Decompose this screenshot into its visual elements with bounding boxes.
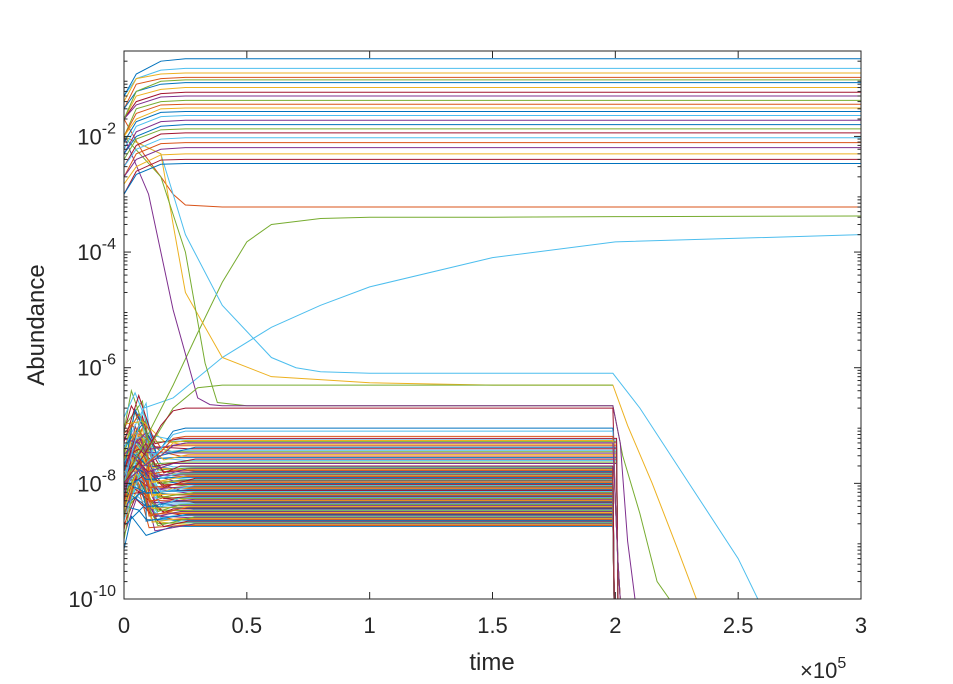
series-line-19 xyxy=(124,95,861,120)
x-tick-label-1: 0.5 xyxy=(232,613,263,638)
series-line-0 xyxy=(124,234,861,484)
axes-layer: 0 0.5 1 1.5 2 2.5 3 10-10 10-8 10-6 10-4 10-2 xyxy=(68,50,867,638)
series-line-24 xyxy=(124,115,861,150)
y-tick-label-1: 10-8 xyxy=(77,467,116,496)
x-tick-label-2: 1 xyxy=(364,613,376,638)
y-axis-label: Abundance xyxy=(23,264,50,385)
x-tick-label-0: 0 xyxy=(118,613,130,638)
x-tick-label-4: 2 xyxy=(609,613,621,638)
series-line-7 xyxy=(124,384,613,484)
series-line-6 xyxy=(124,136,636,599)
series-line-20 xyxy=(124,99,861,137)
labels-layer: time Abundance ×105 xyxy=(23,264,846,683)
series-line-32 xyxy=(124,153,861,185)
y-tick-label-3: 10-4 xyxy=(77,236,116,265)
series-line-29 xyxy=(124,137,861,167)
series-line-4 xyxy=(124,135,697,599)
series-layer xyxy=(124,58,861,599)
x-tick-label-3: 1.5 xyxy=(477,613,508,638)
series-line-28 xyxy=(124,132,861,167)
series-line-25 xyxy=(124,119,861,155)
series-line-23 xyxy=(124,110,861,143)
series-line-15 xyxy=(124,76,861,110)
y-tick-label-2: 10-6 xyxy=(77,352,116,381)
series-line-1 xyxy=(124,215,861,484)
series-line-16 xyxy=(124,82,861,110)
series-line-22 xyxy=(124,107,861,137)
series-line-30 xyxy=(124,142,861,178)
series-line-36 xyxy=(124,58,861,97)
x-tick-label-5: 2.5 xyxy=(723,613,754,638)
series-line-13 xyxy=(124,442,621,599)
series-line-26 xyxy=(124,124,861,155)
y-tick-label-4: 10-2 xyxy=(77,120,116,149)
series-line-33 xyxy=(124,158,861,195)
series-line-27 xyxy=(124,128,861,160)
series-line-18 xyxy=(124,91,861,120)
series-line-34 xyxy=(124,163,861,195)
series-line-17 xyxy=(124,87,861,120)
series-line-3 xyxy=(124,135,759,599)
series-line-37 xyxy=(124,72,861,102)
x-tick-label-6: 3 xyxy=(855,613,867,638)
series-line-35 xyxy=(124,79,861,120)
series-line-2 xyxy=(124,118,861,208)
x-axis-label: time xyxy=(469,649,514,676)
band-0-line-69 xyxy=(124,441,615,599)
x-multiplier-label: ×105 xyxy=(800,655,846,683)
series-line-31 xyxy=(124,147,861,178)
y-tick-label-0: 10-10 xyxy=(68,583,116,612)
series-line-21 xyxy=(124,103,861,137)
